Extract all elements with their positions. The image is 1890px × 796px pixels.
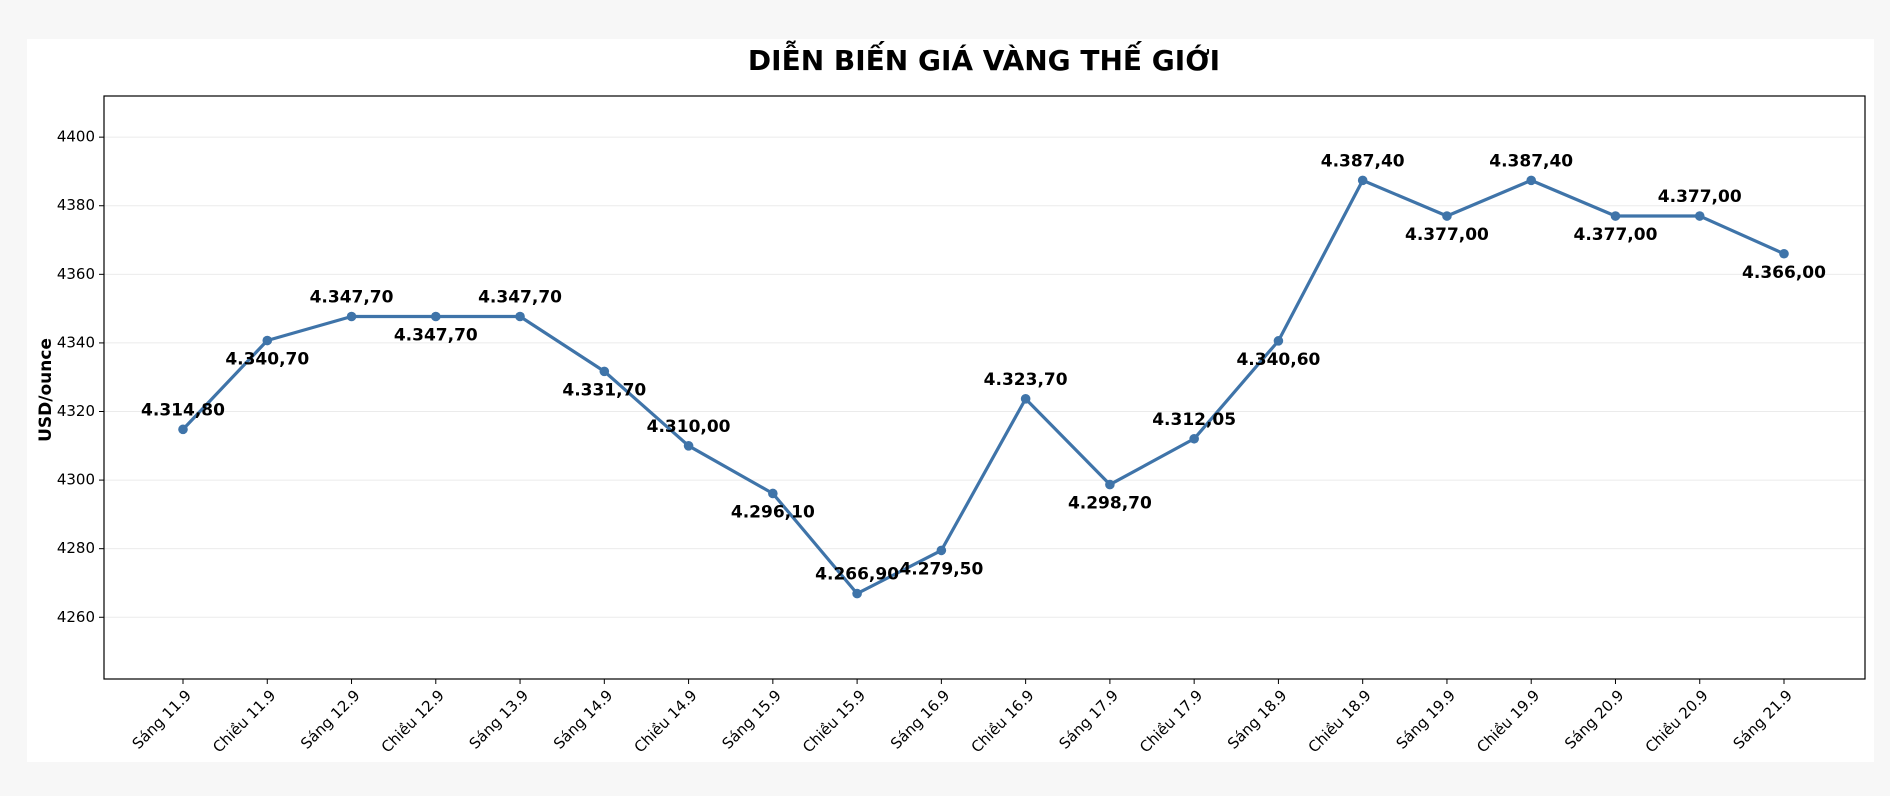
point (1105, 479, 1115, 490)
point (683, 441, 694, 451)
value-label: 4.377,00 (1658, 187, 1742, 207)
panel (27, 39, 1874, 762)
line (181, 178, 1785, 596)
value-label: 4.266,90 (815, 565, 899, 585)
point (1442, 211, 1452, 221)
y-tick-label: 4360 (57, 265, 95, 283)
point (430, 311, 441, 322)
value-label: 4.347,70 (478, 288, 562, 308)
point (1779, 248, 1789, 259)
point (515, 311, 525, 322)
plot-frame (103, 95, 1866, 680)
point (1020, 394, 1031, 404)
value-label: 4.366,00 (1742, 263, 1826, 283)
point (599, 366, 610, 377)
value-label: 4.310,00 (647, 417, 731, 437)
y-tick-label: 4260 (57, 608, 95, 626)
y-tick-label: 4320 (57, 402, 95, 420)
point (936, 545, 947, 556)
chart-title: DIỄN BIẾN GIÁ VÀNG THẾ GIỚI (748, 39, 1220, 77)
point (1189, 433, 1199, 444)
value-label: 4.296,10 (731, 502, 815, 522)
y-axis-label: USD/ounce (36, 338, 56, 442)
point (1357, 175, 1368, 186)
point (262, 335, 273, 346)
point (1273, 336, 1284, 346)
point (1694, 211, 1705, 221)
point (346, 311, 357, 322)
y-tick-label: 4280 (57, 539, 95, 557)
y-tick-label: 4400 (57, 128, 95, 146)
y-tick-label: 4380 (57, 196, 95, 214)
value-label: 4.331,70 (562, 380, 646, 400)
value-label: 4.323,70 (984, 370, 1068, 390)
point (852, 588, 862, 599)
value-label: 4.347,70 (394, 326, 478, 346)
value-label: 4.387,40 (1321, 151, 1405, 171)
y-tick-label: 4340 (57, 333, 95, 351)
value-label: 4.340,60 (1236, 350, 1320, 370)
value-label: 4.314,80 (141, 400, 225, 420)
value-label: 4.377,00 (1574, 225, 1658, 245)
value-label: 4.340,70 (225, 350, 309, 370)
value-label: 4.312,05 (1152, 410, 1236, 430)
y-tick-label: 4300 (57, 471, 95, 489)
value-label: 4.347,70 (310, 288, 394, 308)
value-label: 4.377,00 (1405, 225, 1489, 245)
point (1610, 211, 1621, 221)
point (768, 488, 778, 499)
point (1526, 175, 1537, 186)
value-label: 4.279,50 (899, 559, 983, 579)
value-label: 4.298,70 (1068, 494, 1152, 514)
point (178, 424, 188, 435)
value-label: 4.387,40 (1489, 151, 1573, 171)
